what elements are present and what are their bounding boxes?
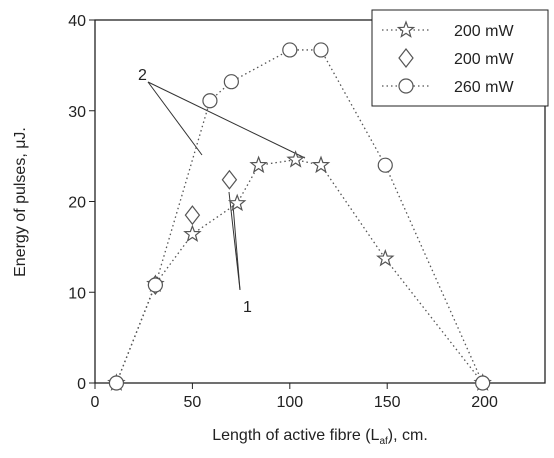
x-label-suffix: ), cm.	[388, 427, 428, 444]
y-tick-label: 0	[77, 376, 86, 393]
annotation: 2	[138, 67, 147, 84]
y-tick-label: 40	[68, 13, 86, 30]
x-tick-label: 150	[374, 394, 401, 411]
star-marker	[227, 193, 247, 212]
circle-marker	[147, 277, 163, 293]
annotation: 1	[243, 299, 252, 316]
star-marker	[249, 155, 268, 174]
series-line	[115, 159, 484, 384]
x-label-subscript: af	[379, 436, 388, 447]
x-tick-label: 100	[276, 394, 303, 411]
y-tick-label: 10	[68, 285, 86, 302]
star-marker	[183, 224, 202, 242]
legend-label: 200 mW	[454, 51, 514, 68]
star-marker	[396, 20, 416, 38]
circle-marker	[377, 157, 393, 173]
x-tick-label: 50	[184, 394, 202, 411]
diamond-marker	[398, 48, 414, 68]
diamond-marker	[184, 205, 201, 226]
legend-label: 200 mW	[454, 23, 514, 40]
circle-marker	[223, 74, 239, 90]
diamond-marker	[221, 169, 238, 190]
annotation-arrows	[147, 81, 306, 291]
star-marker	[286, 150, 305, 168]
circle-marker	[282, 42, 298, 58]
x-tick-label: 200	[471, 394, 498, 411]
y-tick-label: 20	[68, 195, 86, 212]
circle-marker	[202, 93, 218, 109]
circle-marker	[313, 42, 329, 58]
circle-marker	[398, 78, 414, 94]
circle-marker	[475, 375, 491, 391]
x-tick-label: 0	[91, 394, 100, 411]
x-axis-label: Length of active fibre (Laf), cm.	[212, 427, 428, 447]
circle-marker	[108, 375, 125, 391]
x-label-text: Length of active fibre (L	[212, 427, 379, 444]
star-marker	[311, 155, 331, 174]
y-axis-label: Energy of pulses, μJ.	[12, 127, 29, 277]
legend-label: 260 mW	[454, 79, 514, 96]
y-tick-label: 30	[68, 104, 86, 121]
star-marker	[376, 248, 395, 267]
